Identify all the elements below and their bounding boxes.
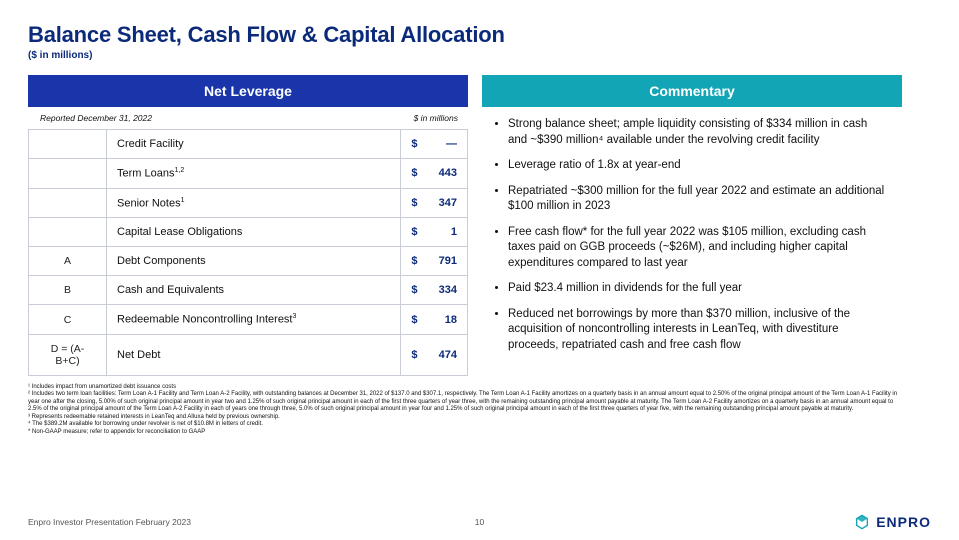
logo-icon bbox=[854, 514, 870, 530]
row-dollar-sign: $ bbox=[401, 247, 420, 276]
row-label: Cash and Equivalents bbox=[107, 276, 401, 305]
footer-left: Enpro Investor Presentation February 202… bbox=[28, 517, 191, 527]
row-dollar-sign: $ bbox=[401, 305, 420, 335]
row-value: 443 bbox=[420, 159, 468, 189]
row-dollar-sign: $ bbox=[401, 276, 420, 305]
units-label: $ in millions bbox=[414, 113, 458, 123]
net-leverage-panel: Net Leverage Reported December 31, 2022 … bbox=[28, 75, 468, 376]
row-label: Net Debt bbox=[107, 334, 401, 375]
commentary-item: Paid $23.4 million in dividends for the … bbox=[508, 281, 888, 297]
content-row: Net Leverage Reported December 31, 2022 … bbox=[28, 75, 931, 376]
table-row: Credit Facility$— bbox=[29, 130, 468, 159]
row-label: Redeemable Noncontrolling Interest3 bbox=[107, 305, 401, 335]
commentary-header: Commentary bbox=[482, 75, 902, 107]
row-dollar-sign: $ bbox=[401, 188, 420, 218]
commentary-panel: Commentary Strong balance sheet; ample l… bbox=[482, 75, 902, 376]
row-code: A bbox=[29, 247, 107, 276]
enpro-logo: ENPRO bbox=[854, 514, 931, 530]
row-dollar-sign: $ bbox=[401, 159, 420, 189]
commentary-item: Free cash flow* for the full year 2022 w… bbox=[508, 225, 888, 272]
row-value: 474 bbox=[420, 334, 468, 375]
net-leverage-header: Net Leverage bbox=[28, 75, 468, 107]
row-value: 334 bbox=[420, 276, 468, 305]
reported-date: Reported December 31, 2022 bbox=[40, 113, 152, 123]
row-dollar-sign: $ bbox=[401, 334, 420, 375]
footnote-line: * Non-GAAP measure; refer to appendix fo… bbox=[28, 429, 908, 437]
row-value: 347 bbox=[420, 188, 468, 218]
row-label: Senior Notes1 bbox=[107, 188, 401, 218]
row-code bbox=[29, 188, 107, 218]
page-title: Balance Sheet, Cash Flow & Capital Alloc… bbox=[28, 22, 931, 48]
row-value: — bbox=[420, 130, 468, 159]
row-code: B bbox=[29, 276, 107, 305]
commentary-list: Strong balance sheet; ample liquidity co… bbox=[482, 107, 902, 353]
footer: Enpro Investor Presentation February 202… bbox=[28, 514, 931, 530]
table-row: BCash and Equivalents$334 bbox=[29, 276, 468, 305]
footnotes: ¹ Includes impact from unamortized debt … bbox=[28, 384, 908, 437]
table-row: Senior Notes1$347 bbox=[29, 188, 468, 218]
footnote-line: ¹ Includes impact from unamortized debt … bbox=[28, 384, 908, 392]
table-row: D = (A-B+C)Net Debt$474 bbox=[29, 334, 468, 375]
row-label: Credit Facility bbox=[107, 130, 401, 159]
commentary-item: Repatriated ~$300 million for the full y… bbox=[508, 184, 888, 215]
row-code bbox=[29, 130, 107, 159]
row-dollar-sign: $ bbox=[401, 130, 420, 159]
row-value: 791 bbox=[420, 247, 468, 276]
page-subtitle: ($ in millions) bbox=[28, 50, 931, 61]
row-value: 1 bbox=[420, 218, 468, 247]
commentary-item: Reduced net borrowings by more than $370… bbox=[508, 307, 888, 354]
leverage-table: Credit Facility$—Term Loans1,2$443Senior… bbox=[28, 129, 468, 376]
row-dollar-sign: $ bbox=[401, 218, 420, 247]
page-number: 10 bbox=[475, 517, 484, 527]
commentary-item: Strong balance sheet; ample liquidity co… bbox=[508, 117, 888, 148]
table-row: CRedeemable Noncontrolling Interest3$18 bbox=[29, 305, 468, 335]
row-label: Capital Lease Obligations bbox=[107, 218, 401, 247]
logo-text: ENPRO bbox=[876, 514, 931, 530]
row-code bbox=[29, 159, 107, 189]
footnote-line: ² Includes two term loan facilities: Ter… bbox=[28, 391, 908, 414]
row-label: Term Loans1,2 bbox=[107, 159, 401, 189]
row-code: D = (A-B+C) bbox=[29, 334, 107, 375]
table-row: Capital Lease Obligations$1 bbox=[29, 218, 468, 247]
commentary-item: Leverage ratio of 1.8x at year-end bbox=[508, 158, 888, 174]
row-value: 18 bbox=[420, 305, 468, 335]
report-date-row: Reported December 31, 2022 $ in millions bbox=[28, 107, 468, 129]
table-row: ADebt Components$791 bbox=[29, 247, 468, 276]
table-row: Term Loans1,2$443 bbox=[29, 159, 468, 189]
footnote-line: ⁴ The $389.2M available for borrowing un… bbox=[28, 421, 908, 429]
row-label: Debt Components bbox=[107, 247, 401, 276]
row-code bbox=[29, 218, 107, 247]
row-code: C bbox=[29, 305, 107, 335]
